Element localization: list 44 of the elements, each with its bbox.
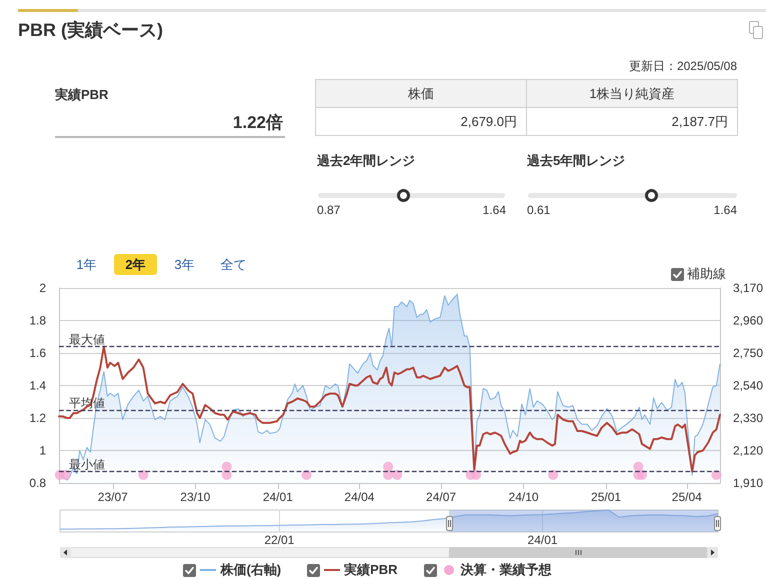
text: 過去5年間レンジ <box>527 152 626 170</box>
y2-tick-label: 2,960 <box>732 314 764 328</box>
y-tick-label: 2 <box>39 281 46 295</box>
y2-tick-label: 3,170 <box>732 281 764 295</box>
text: 0.61 <box>527 203 550 217</box>
x-tick-label: 24/04 <box>344 490 375 504</box>
text: 更新日：2025/05/08 <box>628 58 737 75</box>
x-tick-label: 25/01 <box>591 490 622 504</box>
info-table: 株価 1株当り純資産 2,679.0円 2,187.7円 <box>315 79 738 136</box>
text: PBR (実績ベース) <box>18 19 163 42</box>
text: 3年 <box>174 256 195 274</box>
y2-tick-label: 1,910 <box>732 476 764 490</box>
text: 実績PBR <box>55 86 108 104</box>
x-tick-label: 25/04 <box>672 490 702 504</box>
x-tick-label: 22/01 <box>264 533 295 547</box>
ref-line-label: 最大値 <box>69 332 105 346</box>
y-tick-label: 1.4 <box>29 378 46 392</box>
y-tick-label: 1 <box>39 444 46 458</box>
text: 0.87 <box>317 203 340 217</box>
tab-button: 2年 <box>114 254 157 275</box>
legend-label: 株価(右軸) <box>220 561 282 579</box>
text: 過去2年間レンジ <box>317 152 416 170</box>
y-tick-label: 1.2 <box>29 411 46 425</box>
text: 1.64 <box>714 203 737 217</box>
text: 補助線 <box>687 265 726 283</box>
y-tick-label: 1.6 <box>29 346 46 360</box>
legend-label: 決算・業績予想 <box>460 561 552 579</box>
text: 1年 <box>76 256 97 274</box>
x-tick-label: 24/07 <box>426 490 456 504</box>
x-tick-label: 23/10 <box>180 490 211 504</box>
x-tick-label: 23/07 <box>98 490 128 504</box>
legend-label: 実績PBR <box>344 561 398 579</box>
y2-tick-label: 2,330 <box>732 411 764 425</box>
y-tick-label: 1.8 <box>29 314 46 328</box>
y-tick-label: 0.8 <box>29 476 46 490</box>
x-tick-label: 24/01 <box>262 490 294 504</box>
x-tick-label: 24/01 <box>528 533 558 547</box>
text: 1.22倍 <box>232 112 283 134</box>
text: 1.64 <box>482 203 506 217</box>
y2-tick-label: 2,750 <box>732 346 764 360</box>
x-tick-label: 24/10 <box>508 490 539 504</box>
text: 全て <box>220 256 246 274</box>
y2-tick-label: 2,540 <box>732 378 764 392</box>
y2-tick-label: 2,120 <box>732 444 764 458</box>
